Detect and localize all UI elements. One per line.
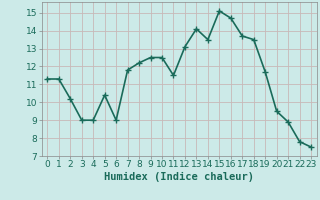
X-axis label: Humidex (Indice chaleur): Humidex (Indice chaleur) [104,172,254,182]
